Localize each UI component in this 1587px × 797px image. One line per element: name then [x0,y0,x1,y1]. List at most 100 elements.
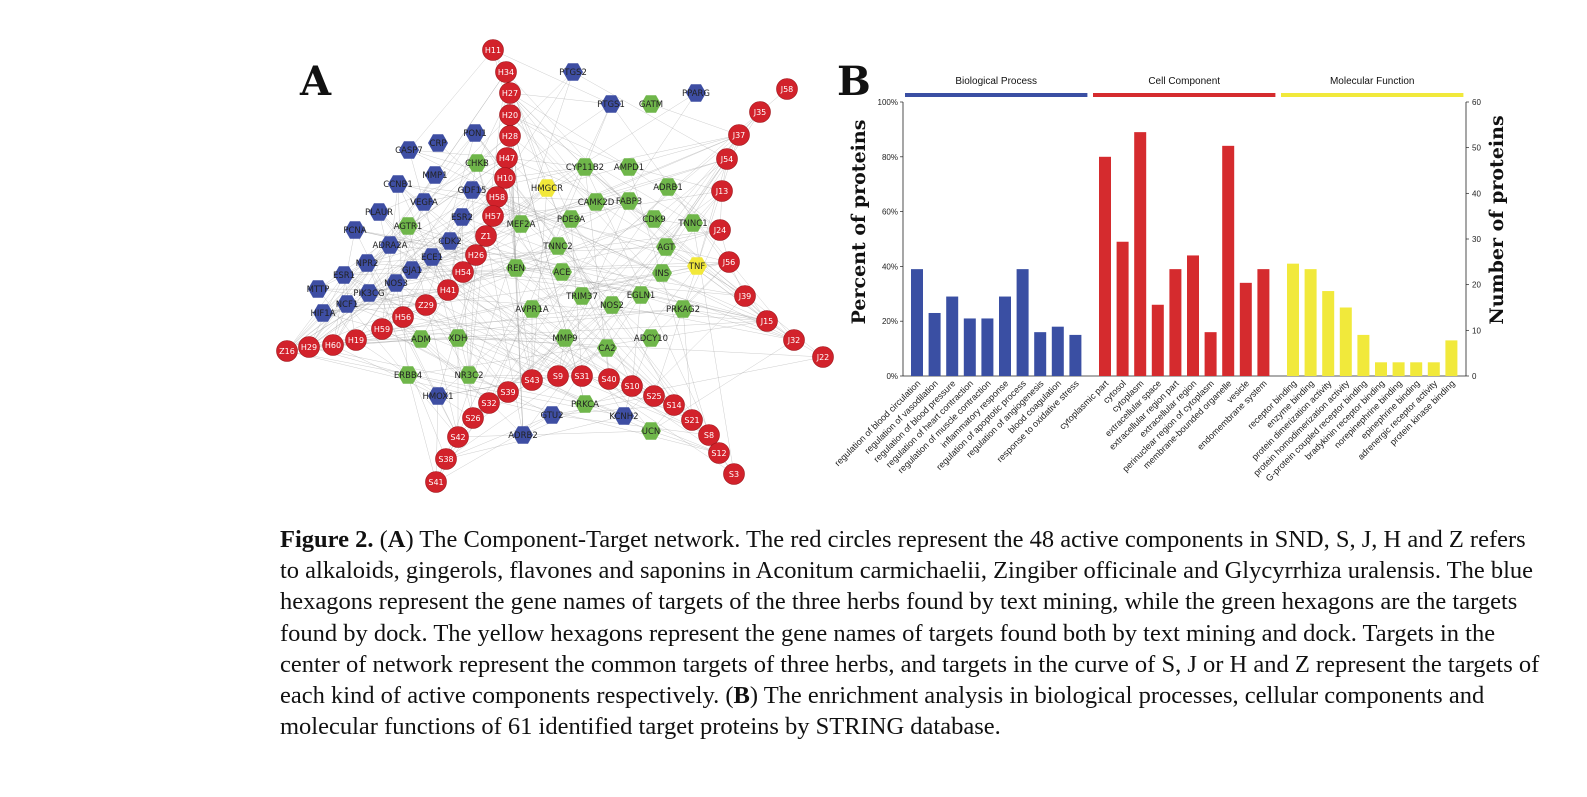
network-edge [332,132,476,346]
category-label: Biological Process [955,76,1037,87]
target-node: MMP1 [422,166,448,184]
bar [928,312,941,376]
enrichment-bar-chart: B 0% 20% 40% 60% 80% 100% 0 10 20 30 40 50 60 Biologi… [833,58,1508,483]
bar [1257,269,1270,376]
target-node: UCN [641,422,661,440]
network-edge [653,265,698,397]
network-edge [509,114,694,224]
target-hexagon [641,95,661,113]
component-node: S21 [681,409,703,431]
component-node: S43 [521,369,543,391]
component-label: J58 [780,85,794,94]
target-hexagon [641,329,661,347]
target-hexagon [462,181,482,199]
network-edge [650,103,740,136]
target-node: HMGCR [531,179,563,197]
component-circle [447,426,469,448]
target-node: PTGS1 [597,95,625,113]
network-edge [423,135,511,203]
component-circle [478,392,500,414]
target-label: CDK9 [642,215,665,225]
network-edge [378,157,508,213]
component-label: S39 [500,388,515,397]
target-hexagon [619,158,639,176]
network-edge [572,71,728,160]
target-label: VEGFA [410,198,438,208]
network-edge [445,414,553,460]
target-label: ADCY10 [634,334,668,344]
network-edge [286,350,625,417]
target-label: CAMK2D [578,198,615,208]
target-label: PCNA [343,226,366,236]
target-hexagon [597,339,617,357]
caption-b-ref: B [733,682,750,710]
target-hexagon [398,366,418,384]
target-label: AGT [657,243,675,253]
target-hexagon [345,221,365,239]
component-label: H10 [497,174,513,183]
network-edge [492,49,612,105]
component-circle [734,285,756,307]
target-label: EGLN1 [627,291,655,301]
network-edge [355,337,652,341]
bar [1239,282,1252,376]
target-hexagon [422,248,442,266]
component-node: H26 [465,244,487,266]
target-hexagon [308,280,328,298]
network-edge [332,229,356,346]
target-label: ADM [411,335,431,345]
network-edge [425,304,586,405]
network-edge [509,92,612,105]
component-label: H60 [325,341,341,350]
component-node: S12 [708,442,730,464]
left-tick-label: 80% [882,153,898,162]
network-edge [407,320,768,376]
target-label: CYP11B2 [566,163,604,173]
target-node: GDF15 [458,181,486,199]
network-edge [488,246,667,404]
network-edge [496,196,663,274]
target-hexagon [414,193,434,211]
target-hexagon [440,232,460,250]
target-hexagon [337,295,357,313]
component-label: Z1 [481,232,492,241]
network-edge [397,183,498,198]
network-edge [475,246,667,256]
network-edge [504,177,566,339]
component-label: H59 [374,325,390,334]
component-node: J13 [711,180,733,202]
bar [911,269,923,376]
network-edge [449,240,795,341]
target-hexagon [572,287,592,305]
component-circle [776,78,798,100]
component-circle [495,61,517,83]
left-tick-label: 0% [886,372,898,381]
network-edge [378,211,559,377]
network-edge [381,201,425,330]
component-node: J37 [728,124,750,146]
component-node: H19 [345,329,367,351]
bar [1116,241,1129,376]
target-label: CCNB1 [383,180,412,190]
network-edge [485,166,586,237]
target-node: EGLN1 [627,286,655,304]
component-node: S39 [497,381,519,403]
target-node: ECE1 [421,248,443,266]
target-node: CHKB [465,154,489,172]
target-label: MTTP [307,285,330,295]
target-node: PIK3CG [353,284,385,302]
component-circle [425,471,447,493]
network-edge [650,339,795,432]
component-node: H57 [482,205,504,227]
target-node: INS [652,264,672,282]
target-node: CRP [428,134,448,152]
network-edge [461,216,795,341]
bar [1287,263,1299,376]
component-circle [415,294,437,316]
target-label: GTU2 [540,411,563,421]
component-label: H19 [348,336,364,345]
target-label: XDH [449,334,468,344]
category-label: Molecular Function [1330,76,1414,87]
target-node: ERBB4 [394,366,422,384]
component-node: S38 [435,448,457,470]
